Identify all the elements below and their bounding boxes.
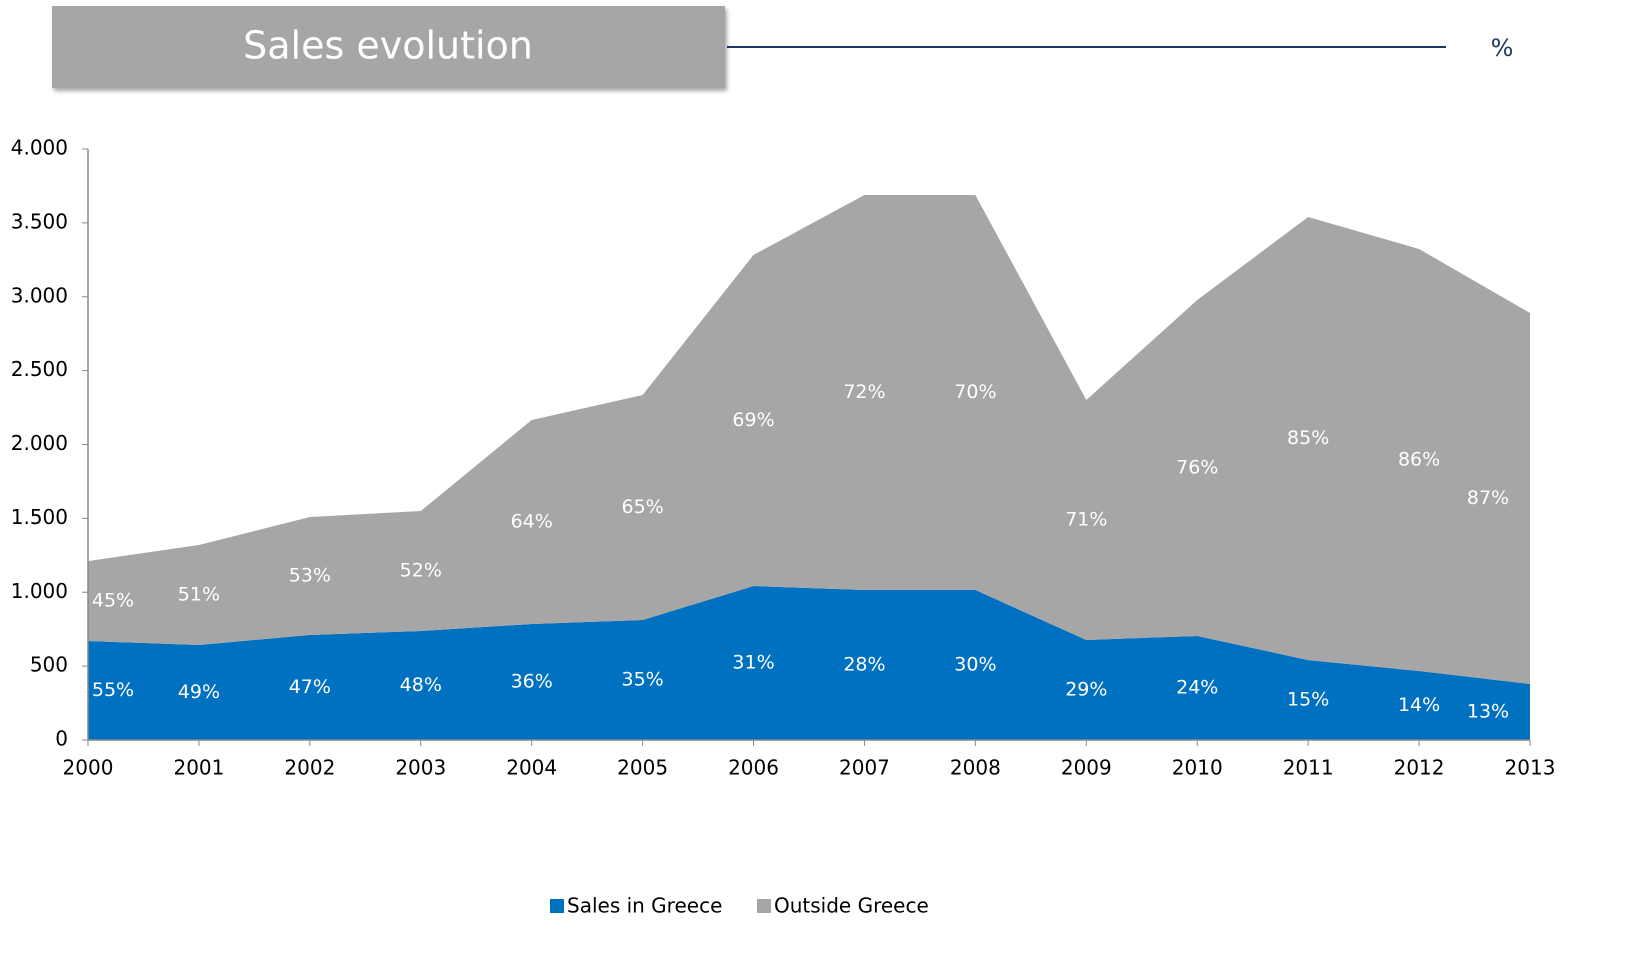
x-tick-label: 2000 (63, 756, 114, 780)
data-label: 14% (1398, 694, 1440, 716)
y-tick-label: 4.000 (11, 136, 68, 160)
data-label: 65% (621, 496, 663, 518)
x-tick-label: 2001 (173, 756, 224, 780)
data-label: 55% (92, 679, 134, 701)
legend-swatch (550, 899, 564, 913)
x-tick-label: 2003 (395, 756, 446, 780)
legend-label: Outside Greece (774, 894, 929, 918)
data-label: 51% (178, 583, 220, 605)
y-tick-label: 1.000 (11, 579, 68, 603)
data-label: 71% (1065, 509, 1107, 531)
data-label: 70% (954, 381, 996, 403)
data-label: 36% (511, 671, 553, 693)
x-tick-label: 2011 (1283, 756, 1334, 780)
x-tick-label: 2004 (506, 756, 557, 780)
data-label: 13% (1467, 701, 1509, 723)
x-tick-label: 2006 (728, 756, 779, 780)
data-label: 64% (511, 510, 553, 532)
y-tick-label: 1.500 (11, 505, 68, 529)
data-label: 35% (621, 669, 663, 691)
x-tick-label: 2009 (1061, 756, 1112, 780)
y-tick-label: 3.500 (11, 209, 68, 233)
data-label: 45% (92, 590, 134, 612)
data-label: 69% (732, 409, 774, 431)
title-box (52, 6, 725, 88)
y-tick-label: 2.000 (11, 431, 68, 455)
y-tick-label: 3.000 (11, 283, 68, 307)
unit-label: % (1491, 34, 1514, 62)
area (88, 194, 1530, 685)
data-label: 86% (1398, 449, 1440, 471)
data-label: 52% (400, 559, 442, 581)
data-label: 72% (843, 381, 885, 403)
x-tick-label: 2012 (1394, 756, 1445, 780)
data-label: 30% (954, 654, 996, 676)
x-tick-label: 2005 (617, 756, 668, 780)
y-tick-label: 2.500 (11, 357, 68, 381)
data-label: 53% (289, 564, 331, 586)
x-tick-label: 2013 (1505, 756, 1556, 780)
data-label: 76% (1176, 456, 1218, 478)
data-label: 15% (1287, 689, 1329, 711)
x-tick-label: 2002 (284, 756, 335, 780)
data-label: 49% (178, 681, 220, 703)
data-label: 87% (1467, 487, 1509, 509)
data-label: 28% (843, 654, 885, 676)
data-label: 31% (732, 652, 774, 674)
legend-swatch (757, 899, 771, 913)
x-tick-label: 2008 (950, 756, 1001, 780)
area (88, 586, 1530, 740)
data-label: 48% (400, 674, 442, 696)
legend-label: Sales in Greece (567, 894, 722, 918)
x-tick-label: 2010 (1172, 756, 1223, 780)
x-tick-label: 2007 (839, 756, 890, 780)
y-tick-label: 500 (30, 653, 68, 677)
data-label: 29% (1065, 678, 1107, 700)
chart-title: Sales evolution (243, 24, 533, 68)
data-label: 24% (1176, 676, 1218, 698)
data-label: 85% (1287, 427, 1329, 449)
y-tick-label: 0 (55, 727, 68, 751)
data-label: 47% (289, 676, 331, 698)
